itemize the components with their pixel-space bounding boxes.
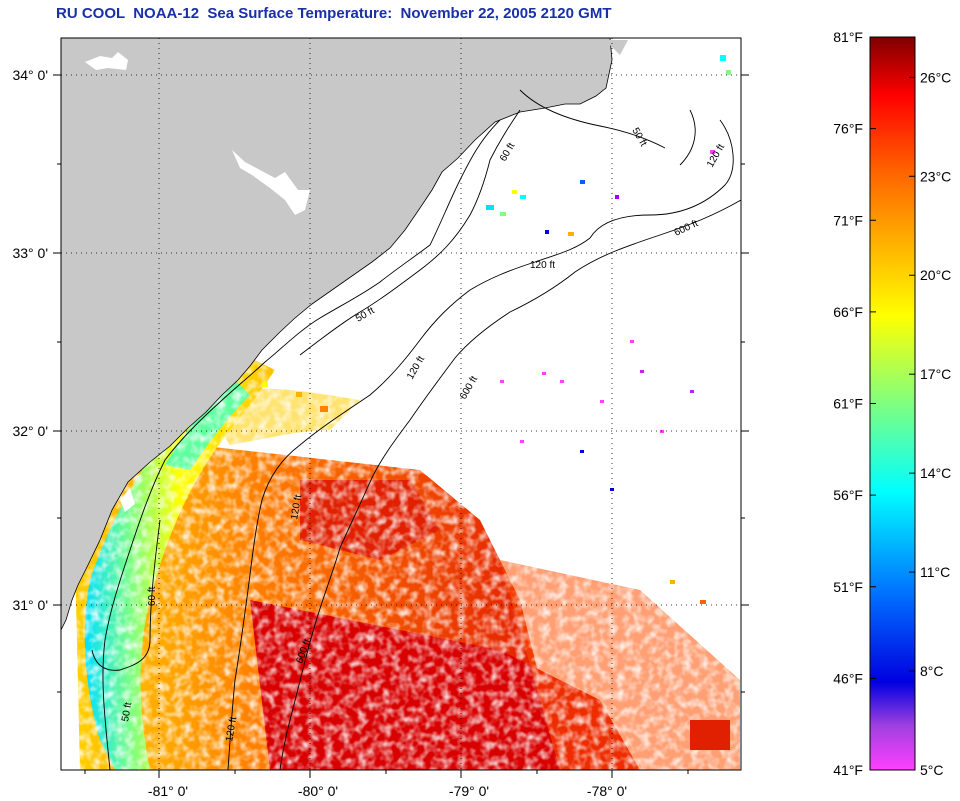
graticule	[61, 38, 741, 770]
colorbar-f-label: 71°F	[833, 212, 863, 228]
lon-label-78: -78° 0'	[587, 783, 627, 799]
lon-label-79: -79° 0'	[449, 783, 489, 799]
bathymetry-contours	[91, 89, 741, 770]
colorbar-gradient	[870, 37, 915, 770]
contour-label-60ft-south: 60 ft	[147, 586, 158, 606]
frame-ticks	[53, 74, 749, 778]
contour-50ft	[102, 89, 666, 770]
colorbar-c-label: 8°C	[920, 663, 944, 679]
contour-label-120ft-south: 120 ft	[289, 494, 304, 521]
lat-label-31: 31° 0'	[12, 597, 48, 613]
colorbar-f-label: 41°F	[833, 762, 863, 778]
contour-label-120ft-middle: 120 ft	[530, 260, 555, 271]
map-area	[61, 38, 741, 770]
map-title: RU COOL NOAA-12 Sea Surface Temperature:…	[56, 5, 612, 22]
contour-120ft	[227, 119, 734, 770]
colorbar-f-label: 76°F	[833, 121, 863, 137]
colorbar-c-label: 20°C	[920, 267, 951, 283]
contour-60ft	[91, 109, 696, 671]
colorbar-c-label: 26°C	[920, 69, 951, 85]
lat-label-33: 33° 0'	[12, 245, 48, 261]
colorbar-f-label: 61°F	[833, 396, 863, 412]
colorbar-c-label: 14°C	[920, 465, 951, 481]
lat-label-34: 34° 0'	[12, 67, 48, 83]
colorbar-c-label: 11°C	[920, 564, 950, 580]
colorbar-f-label: 46°F	[833, 670, 863, 686]
colorbar-ticks	[870, 36, 915, 771]
land-mass	[61, 38, 613, 631]
sst-pixels	[262, 55, 731, 750]
colorbar-celsius-labels: 26°C 23°C 20°C 17°C 14°C 11°C 8°C 5°C	[920, 69, 951, 778]
colorbar-c-label: 17°C	[920, 366, 951, 382]
colorbar-f-label: 66°F	[833, 304, 863, 320]
colorbar-c-label: 23°C	[920, 168, 951, 184]
contour-600ft	[279, 199, 741, 770]
colorbar-f-label: 56°F	[833, 487, 863, 503]
colorbar-c-label: 5°C	[920, 762, 944, 778]
colorbar: 81°F 76°F 71°F 66°F 61°F 56°F 51°F 46°F 41°F 26°…	[833, 29, 951, 778]
map-frame	[60, 37, 742, 771]
contour-label-50ft-south: 50 ft	[120, 701, 134, 722]
contour-label-120ft-southwest: 120 ft	[224, 716, 239, 743]
lon-label-80: -80° 0'	[298, 783, 338, 799]
lon-label-81: -81° 0'	[148, 783, 188, 799]
colorbar-f-label: 81°F	[833, 29, 863, 45]
lat-label-32: 32° 0'	[12, 423, 48, 439]
colorbar-f-label: 51°F	[833, 579, 863, 595]
colorbar-fahrenheit-labels: 81°F 76°F 71°F 66°F 61°F 56°F 51°F 46°F 41°F	[833, 29, 863, 778]
